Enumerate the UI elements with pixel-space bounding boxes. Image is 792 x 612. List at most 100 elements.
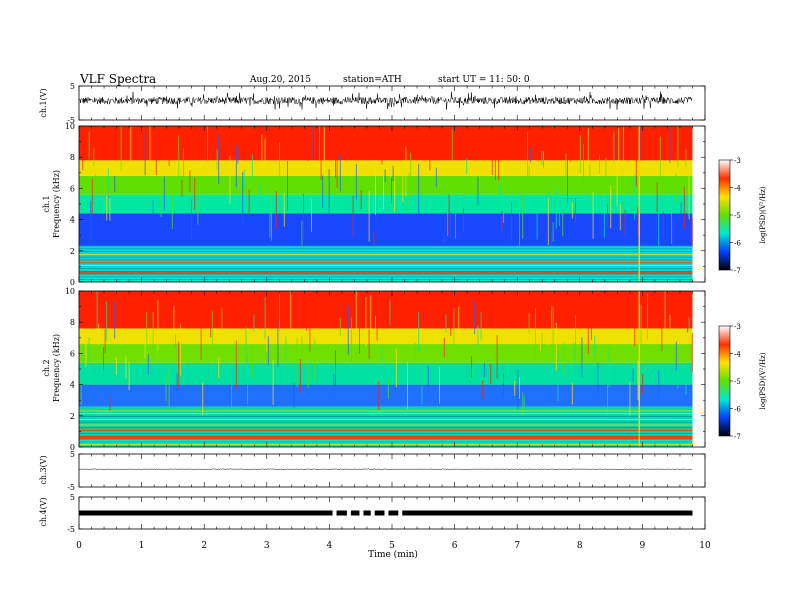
panel-s1-streak	[384, 169, 386, 183]
panel-s2-streak	[571, 382, 573, 405]
panel-s2-streak	[573, 342, 575, 362]
panel-s2-streak	[458, 306, 460, 341]
panel-s1-streak	[503, 184, 504, 224]
y-tick-label: 10	[65, 287, 75, 296]
panel-s2-streak	[587, 320, 589, 355]
panel-s1-streak	[319, 126, 320, 161]
x-tick-label: 8	[577, 541, 583, 551]
panel-s2-streak	[632, 368, 634, 382]
panel-s2-streak	[368, 329, 370, 360]
panel-s1-yticks: 0 2 4 6 8 10	[65, 122, 705, 287]
panel-s2-streak	[293, 383, 295, 408]
panel-s2-streak	[103, 347, 104, 372]
panel-s2-streak	[314, 339, 316, 382]
panel-s2-streak	[427, 366, 429, 393]
panel-s1-streak	[155, 137, 157, 176]
panel-s1-streak	[259, 183, 261, 197]
panel-s1-streak	[360, 190, 362, 210]
header-station: station=ATH	[343, 75, 402, 85]
panel-s1-streak	[317, 127, 319, 161]
panel-s1-streak	[559, 181, 560, 226]
panel-s1-streak	[616, 161, 618, 206]
panel-s1-streak	[607, 203, 608, 227]
y-tick-label: 5	[70, 493, 75, 502]
panel-s1-streak	[163, 176, 165, 211]
panel-s2-streak	[251, 344, 253, 379]
panel-ch4-xticks	[78, 497, 706, 529]
panel-s1-streak	[216, 148, 218, 170]
panel-ch1-frame	[78, 85, 706, 121]
panel-s2-streak	[98, 323, 100, 346]
panel-s2-streak	[351, 316, 352, 368]
panel-s1-streak	[613, 131, 615, 163]
panel-s1-streak	[571, 202, 573, 219]
ch1-waveform-panel: ch.1(V) 5 -5	[39, 82, 706, 125]
panel-s1-streak	[463, 207, 464, 234]
panel-s2-streak	[445, 314, 447, 333]
panel-s2-streak	[277, 322, 279, 367]
panel-s1-streak	[394, 176, 396, 212]
panel-s2-streak	[453, 308, 455, 347]
ch4-trace-segment	[350, 510, 360, 516]
y-tick-label: 5	[70, 450, 75, 459]
panel-s1-low-band	[79, 271, 693, 275]
panel-s1-streak	[599, 154, 600, 174]
panel-s1-streak	[392, 166, 394, 182]
y-tick-label: -5	[67, 483, 75, 492]
panel-s2-streak	[528, 313, 530, 334]
panel-s2-streak	[661, 316, 663, 352]
panel-s2-streak	[517, 369, 519, 410]
panel-s1-streak	[181, 179, 183, 197]
panel-s1-streak	[229, 156, 231, 205]
panel-s2-streak	[267, 336, 269, 365]
panel-s2-streak	[480, 312, 482, 340]
panel-s1-streak	[106, 195, 108, 221]
panel-s1-streak	[320, 141, 322, 181]
x-tick-label: 4	[327, 541, 333, 551]
panel-s1-streak	[93, 147, 95, 167]
panel-s2-streak	[495, 351, 496, 368]
ch4-waveform-panel: ch.4(V) Time (min) 5 -50 1 2 3 4 5 6 7 8 9 10	[39, 493, 711, 560]
panel-s1-band-3	[79, 194, 693, 214]
panel-s2-streak	[640, 304, 642, 350]
panel-s1-streak	[555, 187, 557, 229]
panel-s2-streak	[339, 318, 341, 336]
x-tick-labels: 0 1 2 3 4 5 6 7 8 9 10	[76, 541, 711, 551]
figure-title: VLF Spectra	[79, 72, 156, 86]
panel-s1-streak	[352, 195, 354, 238]
panel-s2-streak	[168, 365, 170, 410]
panel-s1-streak	[589, 164, 591, 200]
panel-s2-streak	[443, 337, 445, 357]
panel-s1-streak	[88, 131, 90, 160]
panel-s1-streak	[275, 191, 277, 230]
colorbar-tick-label: -7	[734, 267, 741, 275]
panel-s1-streak	[618, 127, 620, 162]
x-tick-label: 1	[139, 541, 145, 551]
panel-s2-streak	[591, 303, 592, 340]
panel-ch3-trace	[78, 468, 693, 471]
panel-s1-streak	[339, 154, 341, 192]
panel-s1-streak	[109, 198, 111, 221]
panel-s2-streak	[290, 291, 292, 328]
panel-s1-streak	[261, 134, 263, 168]
panel-s2-streak	[247, 355, 248, 405]
panel-s2-band-5	[79, 328, 693, 345]
panel-s2-streak	[88, 337, 90, 384]
panel-s2-streak	[541, 332, 543, 359]
panel-s2-streak	[296, 338, 298, 387]
colorbar-tick-label: -5	[734, 212, 741, 220]
panel-s2-streak	[535, 307, 536, 359]
panel-s1-streak	[328, 169, 330, 215]
panel-s1-streak	[283, 193, 285, 227]
panel-s1-streak	[191, 199, 192, 239]
panel-s1-streak	[207, 126, 208, 162]
panel-s1-streak	[381, 151, 383, 165]
panel-s2-streak	[547, 331, 549, 345]
panel-s2-streak	[575, 315, 576, 360]
panel-s2-streaks	[80, 291, 693, 416]
panel-s1-streak	[82, 126, 84, 171]
panel-s1-streak	[301, 220, 303, 251]
panel-s1-streak	[528, 165, 530, 180]
ch4-ylabel: ch.4(V)	[39, 497, 48, 526]
